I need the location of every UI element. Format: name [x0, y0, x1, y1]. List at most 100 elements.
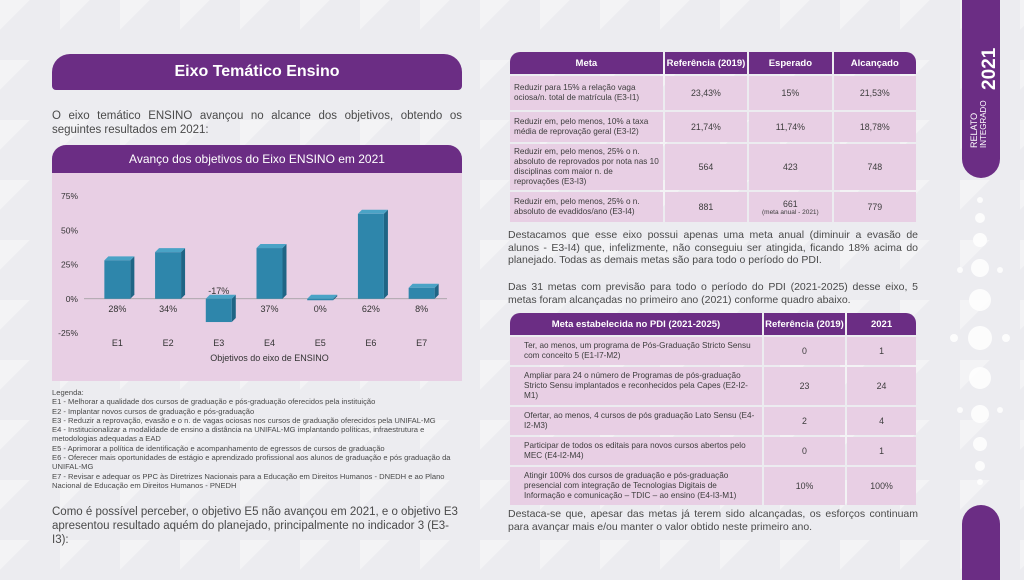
- meta-cell: Atingir 100% dos cursos de graduação e p…: [510, 467, 762, 505]
- bar-chart: 75% 50% 25% 0% -25% 28% E1 34% E2 -17% E3 37% E4 0% E5…: [58, 191, 447, 363]
- x-tick-label: E6: [365, 338, 376, 348]
- bar: [256, 248, 283, 299]
- legend-item: E7 - Revisar e adequar os PPC às Diretri…: [52, 471, 445, 490]
- legend-item: E4 - Institucionalizar a modalidade de e…: [52, 425, 425, 444]
- expected-note: (meta anual - 2021): [761, 208, 819, 216]
- value-cell: 1: [847, 337, 916, 365]
- reference-cell: 881: [664, 192, 748, 222]
- y-tick-label: 50%: [61, 225, 78, 235]
- bar-top: [408, 283, 439, 288]
- expected-cell: 11,74%: [749, 112, 832, 142]
- annual-goal-paragraph: Destacamos que esse eixo possui apenas u…: [508, 229, 918, 266]
- table-row: Reduzir em, pelo menos, 25% o n. absolut…: [510, 192, 916, 222]
- bar-side: [383, 209, 388, 299]
- reference-cell: 23: [763, 367, 846, 405]
- side-tab-bottom: [962, 505, 1000, 580]
- bar: [155, 252, 182, 299]
- bar-side: [333, 294, 338, 301]
- data-label: -17%: [208, 286, 229, 296]
- x-tick-label: E3: [213, 338, 224, 348]
- conclusion-paragraph: Como é possível perceber, o objetivo E5 …: [52, 506, 458, 546]
- y-tick-label: 0%: [66, 294, 79, 304]
- x-axis-label: Objetivos do eixo de ENSINO: [210, 353, 329, 363]
- column-header: 2021: [847, 313, 916, 335]
- chart-panel: Avanço dos objetivos do Eixo ENSINO em 2…: [52, 145, 462, 381]
- reference-cell: 0: [763, 437, 846, 465]
- data-label: 34%: [159, 304, 177, 314]
- report-label-line2: INTEGRADO: [979, 100, 988, 148]
- chart-legend: Legenda: E1 - Melhorar a qualidade dos c…: [52, 388, 462, 490]
- decorative-dots: [950, 197, 1010, 485]
- reference-cell: 2: [763, 407, 846, 435]
- value-cell: 100%: [847, 467, 916, 505]
- y-tick-label: 25%: [61, 260, 78, 270]
- bar-side: [282, 244, 287, 299]
- x-tick-label: E5: [315, 338, 326, 348]
- reference-cell: 23,43%: [664, 76, 748, 110]
- bar: [408, 287, 435, 299]
- bar-top: [256, 244, 287, 249]
- column-header: Esperado: [749, 52, 832, 74]
- value-cell: 4: [847, 407, 916, 435]
- table-row: Reduzir em, pelo menos, 10% a taxa média…: [510, 112, 916, 142]
- table-row: Atingir 100% dos cursos de graduação e p…: [510, 467, 916, 505]
- table-row: Ampliar para 24 o número de Programas de…: [510, 367, 916, 405]
- achieved-cell: 18,78%: [833, 112, 916, 142]
- value-cell: 1: [847, 437, 916, 465]
- report-side-tab: [962, 0, 1000, 178]
- data-label: 62%: [362, 304, 380, 314]
- achieved-cell: 779: [833, 192, 916, 222]
- table-row: Reduzir para 15% a relação vaga ociosa/n…: [510, 76, 916, 110]
- bar-top: [205, 294, 236, 299]
- meta-cell: Ofertar, ao menos, 4 cursos de pós gradu…: [510, 407, 762, 435]
- legend-item: E6 - Oferecer mais oportunidades de está…: [52, 453, 451, 472]
- legend-title: Legenda:: [52, 388, 84, 397]
- reference-cell: 0: [763, 337, 846, 365]
- data-label: 0%: [314, 304, 327, 314]
- expected-cell: 15%: [749, 76, 832, 110]
- bar-top: [357, 209, 388, 214]
- table-row: Ter, ao menos, um programa de Pós-Gradua…: [510, 337, 916, 365]
- y-tick-label: -25%: [58, 328, 78, 338]
- x-tick-label: E1: [112, 338, 123, 348]
- legend-item: E2 - Implantar novos cursos de graduação…: [52, 406, 255, 416]
- table-row: Reduzir em, pelo menos, 25% o n. absolut…: [510, 144, 916, 190]
- meta-cell: Reduzir em, pelo menos, 10% a taxa média…: [510, 112, 663, 142]
- meta-cell: Ter, ao menos, um programa de Pós-Gradua…: [510, 337, 762, 365]
- bar-side: [130, 256, 135, 299]
- column-header: Meta estabelecida no PDI (2021-2025): [510, 313, 762, 335]
- x-tick-label: E7: [416, 338, 427, 348]
- reference-cell: 21,74%: [664, 112, 748, 142]
- bar: [357, 213, 384, 299]
- y-tick-label: 75%: [61, 191, 78, 201]
- column-header: Alcançado: [833, 52, 916, 74]
- x-tick-label: E4: [264, 338, 275, 348]
- bar: [205, 298, 232, 323]
- reference-cell: 564: [664, 144, 748, 190]
- intro-paragraph: O eixo temático ENSINO avançou no alcanc…: [52, 110, 462, 136]
- report-year-label: RELATO INTEGRADO 2021: [969, 47, 998, 148]
- section-title: Eixo Temático Ensino: [52, 54, 462, 90]
- meta-cell: Reduzir para 15% a relação vaga ociosa/n…: [510, 76, 663, 110]
- legend-item: E3 - Reduzir a reprovação, evasão e o n.…: [52, 415, 436, 425]
- meta-cell: Ampliar para 24 o número de Programas de…: [510, 367, 762, 405]
- expected-value: 661: [783, 198, 798, 209]
- meta-cell: Reduzir em, pelo menos, 25% o n. absolut…: [510, 192, 663, 222]
- bar-top: [155, 248, 186, 253]
- bar-side: [181, 248, 186, 299]
- bar: [307, 298, 334, 301]
- bar: [104, 260, 131, 299]
- bar-top: [104, 256, 135, 261]
- column-header: Meta: [510, 52, 663, 74]
- expected-cell: 661 (meta anual - 2021): [749, 192, 832, 222]
- data-label: 28%: [108, 304, 126, 314]
- legend-item: E5 - Aprimorar a política de identificaç…: [52, 443, 385, 453]
- meta-cell: Participar de todos os editais para novo…: [510, 437, 762, 465]
- bar-top: [307, 294, 338, 299]
- column-header: Referência (2019): [664, 52, 748, 74]
- indicators-table: Meta Referência (2019) Esperado Alcançad…: [508, 50, 918, 224]
- report-label-line1: RELATO: [969, 113, 979, 148]
- bar-side: [231, 294, 236, 323]
- closing-paragraph: Destaca-se que, apesar das metas já tere…: [508, 508, 918, 533]
- achieved-goals-table: Meta estabelecida no PDI (2021-2025) Ref…: [508, 311, 918, 507]
